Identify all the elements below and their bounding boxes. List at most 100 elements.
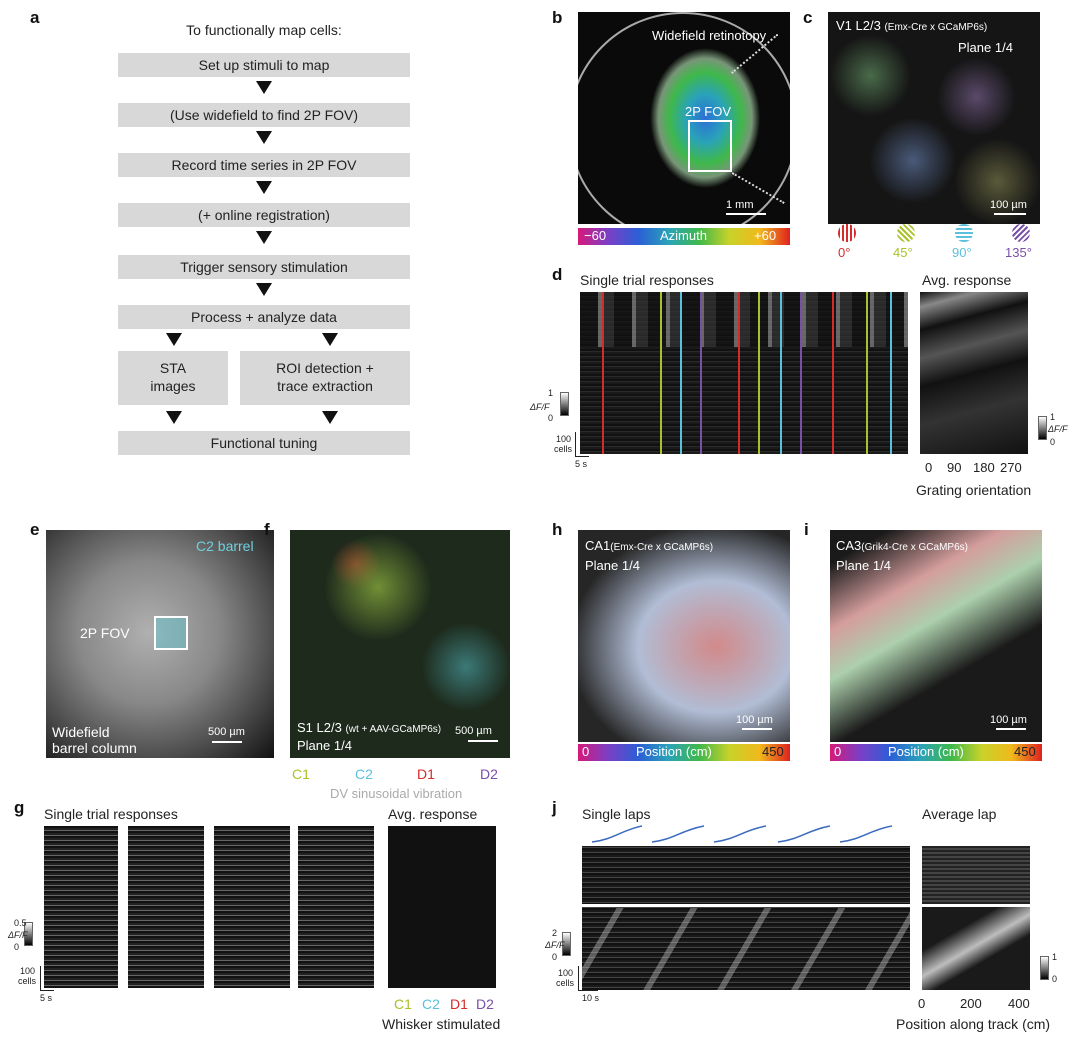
d-dff-bottom: 0 [548, 413, 554, 423]
g-xtick-c1: C1 [394, 996, 412, 1012]
cranial-window-outline [578, 12, 790, 224]
panel-label-e: e [30, 520, 40, 539]
orient-90: 90° [952, 245, 972, 260]
d-xtick-90: 90 [947, 460, 962, 475]
d-xtick-0: 0 [925, 460, 933, 475]
flow-sta-box: STA images [118, 351, 228, 405]
d-time: 5 s [575, 459, 588, 469]
v1-image [828, 12, 1040, 224]
g-dff-top: 0.5 [14, 918, 27, 928]
j-cells-unit: cells [556, 978, 575, 988]
whisker-d2: D2 [480, 766, 498, 782]
j-dff-top: 2 [552, 928, 558, 938]
ca1-title-sub: (Emx-Cre x GCaMP6s) [610, 542, 714, 553]
g-xtick-d2: D2 [476, 996, 494, 1012]
g-avg-heatmap [388, 826, 496, 988]
barrel-image [46, 530, 274, 758]
orient-45: 45° [893, 245, 913, 260]
d-trial-heatmap [580, 292, 908, 454]
s1-image [290, 530, 510, 758]
j-right-title: Average lap [922, 806, 997, 822]
ca1-plane: Plane 1/4 [585, 558, 640, 573]
azimuth-label: Azimuth [660, 228, 707, 243]
j-xlabel: Position along track (cm) [896, 1016, 1051, 1032]
azimuth-colorbar [578, 228, 790, 245]
flow-arrow-icon [256, 81, 272, 94]
stimulus-onset-line [660, 292, 662, 454]
ca3-bar-min: 0 [834, 744, 842, 759]
g-scale-h [40, 990, 54, 991]
g-trial-heatmap-d1 [214, 826, 290, 988]
azimuth-max: +60 [754, 228, 777, 243]
scale-label-e: 500 µm [208, 726, 245, 738]
grating-90-icon [955, 224, 973, 242]
flow-step-2: (Use widefield to find 2P FOV) [118, 103, 410, 127]
g-left-title: Single trial responses [44, 806, 178, 822]
flow-arrow-icon [166, 333, 182, 346]
stimulus-onset-line [758, 292, 760, 454]
panel-label-d: d [552, 265, 563, 284]
grating-45-icon [897, 224, 915, 242]
g-trial-heatmap-c2 [128, 826, 204, 988]
stimulus-onset-line [832, 292, 834, 454]
j-cells: 100 [558, 968, 574, 978]
d-dff-label: ΔF/F [530, 402, 550, 412]
ca1-bar-max: 450 [762, 744, 784, 759]
d-cells: 100 [556, 434, 572, 444]
flow-arrow-icon [322, 333, 338, 346]
ca3-title-sub: (Grik4-Cre x GCaMP6s) [861, 542, 968, 553]
ca1-position-colorbar [578, 744, 790, 761]
j-lap-heatmap [582, 846, 910, 990]
ca3-plane: Plane 1/4 [836, 558, 891, 573]
whisker-c1: C1 [292, 766, 310, 782]
flow-final: Functional tuning [118, 431, 410, 455]
d-cb-top: 1 [1050, 412, 1056, 422]
ca1-title-main: CA1 [585, 538, 611, 553]
barrel-fov-label: 2P FOV [80, 625, 130, 641]
scale-bar [726, 213, 766, 215]
scale-label-c: 100 µm [990, 199, 1027, 211]
j-cb-bottom: 0 [1052, 974, 1058, 984]
j-xtick-400: 400 [1008, 996, 1030, 1011]
flow-step-3: Record time series in 2P FOV [118, 153, 410, 177]
stimulus-onset-line [700, 292, 702, 454]
j-scale-h [578, 990, 598, 991]
scale-bar [468, 740, 498, 742]
fov-box [688, 120, 732, 172]
ca1-bar-min: 0 [582, 744, 590, 759]
ca1-bar-label: Position (cm) [636, 744, 712, 759]
j-cb-top: 1 [1052, 952, 1058, 962]
j-dff-bottom: 0 [552, 952, 558, 962]
scale-bar [994, 213, 1026, 215]
flow-roi-line1: ROI detection + [276, 360, 374, 376]
j-xtick-0: 0 [918, 996, 926, 1011]
g-dff-bottom: 0 [14, 942, 20, 952]
j-left-title: Single laps [582, 806, 651, 822]
scale-bar [212, 741, 242, 743]
s1-plane: Plane 1/4 [297, 738, 352, 753]
scale-bar [996, 728, 1026, 730]
panel-label-b: b [552, 8, 563, 27]
d-avg-heatmap [920, 292, 1028, 454]
v1-title: V1 L2/3 (Emx-Cre x GCaMP6s) [836, 18, 987, 33]
g-trial-heatmap-d2 [298, 826, 374, 988]
orient-135: 135° [1005, 245, 1032, 260]
ca3-bar-max: 450 [1014, 744, 1036, 759]
orient-0: 0° [838, 245, 851, 260]
fov-label: 2P FOV [685, 104, 732, 119]
g-xtick-c2: C2 [422, 996, 440, 1012]
v1-title-sub: (Emx-Cre x GCaMP6s) [884, 22, 988, 33]
scale-label-b: 1 mm [726, 199, 754, 211]
whisker-caption: DV sinusoidal vibration [330, 786, 463, 801]
flow-arrow-icon [256, 283, 272, 296]
panel-label-j: j [552, 798, 557, 817]
ca3-title-main: CA3 [836, 538, 862, 553]
barrel-bottom-1: Widefield [52, 724, 110, 740]
barrel-bottom-2: barrel column [52, 740, 137, 756]
stimulus-onset-line [866, 292, 868, 454]
grating-0-icon [838, 224, 856, 242]
d-scale-v [575, 432, 576, 456]
flow-sta-line2: images [150, 378, 196, 394]
scale-bar [742, 728, 772, 730]
panel-label-g: g [14, 798, 25, 817]
